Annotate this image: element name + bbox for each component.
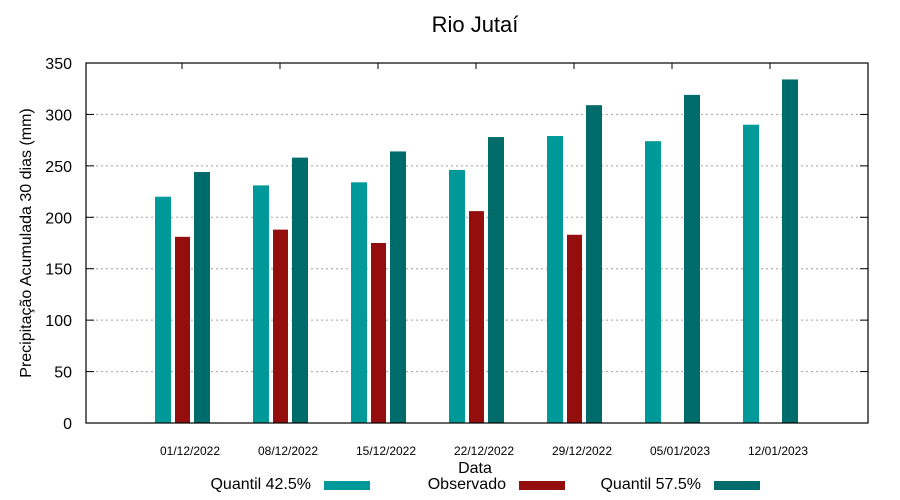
bar-observado-29-12-2022 [567, 234, 582, 423]
legend-label: Quantil 57.5% [600, 476, 701, 493]
bar-observado-08-12-2022 [273, 229, 288, 423]
bar-quantil-57-5--01-12-2022 [194, 172, 210, 423]
bar-quantil-42-5--01-12-2022 [155, 196, 171, 423]
x-tick-label: 22/12/2022 [454, 444, 514, 458]
y-tick-label: 100 [45, 313, 72, 330]
bar-quantil-57-5--08-12-2022 [292, 157, 308, 423]
bar-quantil-42-5--22-12-2022 [449, 169, 465, 423]
bar-quantil-57-5--15-12-2022 [390, 151, 406, 423]
bar-observado-01-12-2022 [175, 236, 190, 423]
x-tick-label: 12/01/2023 [748, 444, 808, 458]
bar-quantil-57-5--05-01-2023 [684, 94, 700, 423]
y-tick-label: 150 [45, 262, 72, 279]
bar-observado-15-12-2022 [371, 243, 386, 423]
bars [155, 79, 798, 424]
chart-title: Rio Jutaí [432, 12, 519, 37]
bar-quantil-42-5--12-01-2023 [743, 124, 759, 423]
y-axis: 0 50 100 150 200 250 300 350 [45, 56, 868, 433]
x-axis: 01/12/2022 08/12/2022 15/12/2022 22/12/2022… [160, 63, 808, 458]
x-tick-label: 08/12/2022 [258, 444, 318, 458]
y-axis-label: Precipitação Acumulada 30 dias (mm) [18, 108, 35, 377]
bar-quantil-57-5--29-12-2022 [586, 105, 602, 424]
bar-quantil-42-5--15-12-2022 [351, 182, 367, 423]
y-tick-label: 0 [63, 416, 72, 433]
y-tick-label: 350 [45, 56, 72, 73]
bar-observado-22-12-2022 [469, 211, 484, 423]
bar-quantil-57-5--22-12-2022 [488, 137, 504, 424]
plot-frame [85, 62, 869, 424]
y-tick-label: 200 [45, 210, 72, 227]
y-tick-label: 250 [45, 159, 72, 176]
legend-label: Quantil 42.5% [210, 476, 311, 493]
x-tick-label: 15/12/2022 [356, 444, 416, 458]
bar-quantil-42-5--08-12-2022 [253, 185, 269, 423]
legend-swatch [714, 481, 760, 490]
legend-swatch [519, 481, 565, 490]
legend-label: Observado [428, 476, 506, 493]
y-tick-label: 50 [54, 365, 72, 382]
x-axis-label: Data [458, 460, 492, 477]
x-tick-label: 01/12/2022 [160, 444, 220, 458]
x-tick-label: 05/01/2023 [650, 444, 710, 458]
bar-quantil-42-5--05-01-2023 [645, 141, 661, 423]
y-tick-label: 300 [45, 107, 72, 124]
legend-swatch [324, 481, 370, 490]
x-tick-label: 29/12/2022 [552, 444, 612, 458]
bar-quantil-42-5--29-12-2022 [547, 136, 563, 423]
legend: Quantil 42.5% Observado Quantil 57.5% [210, 476, 760, 493]
bar-quantil-57-5--12-01-2023 [782, 79, 798, 423]
